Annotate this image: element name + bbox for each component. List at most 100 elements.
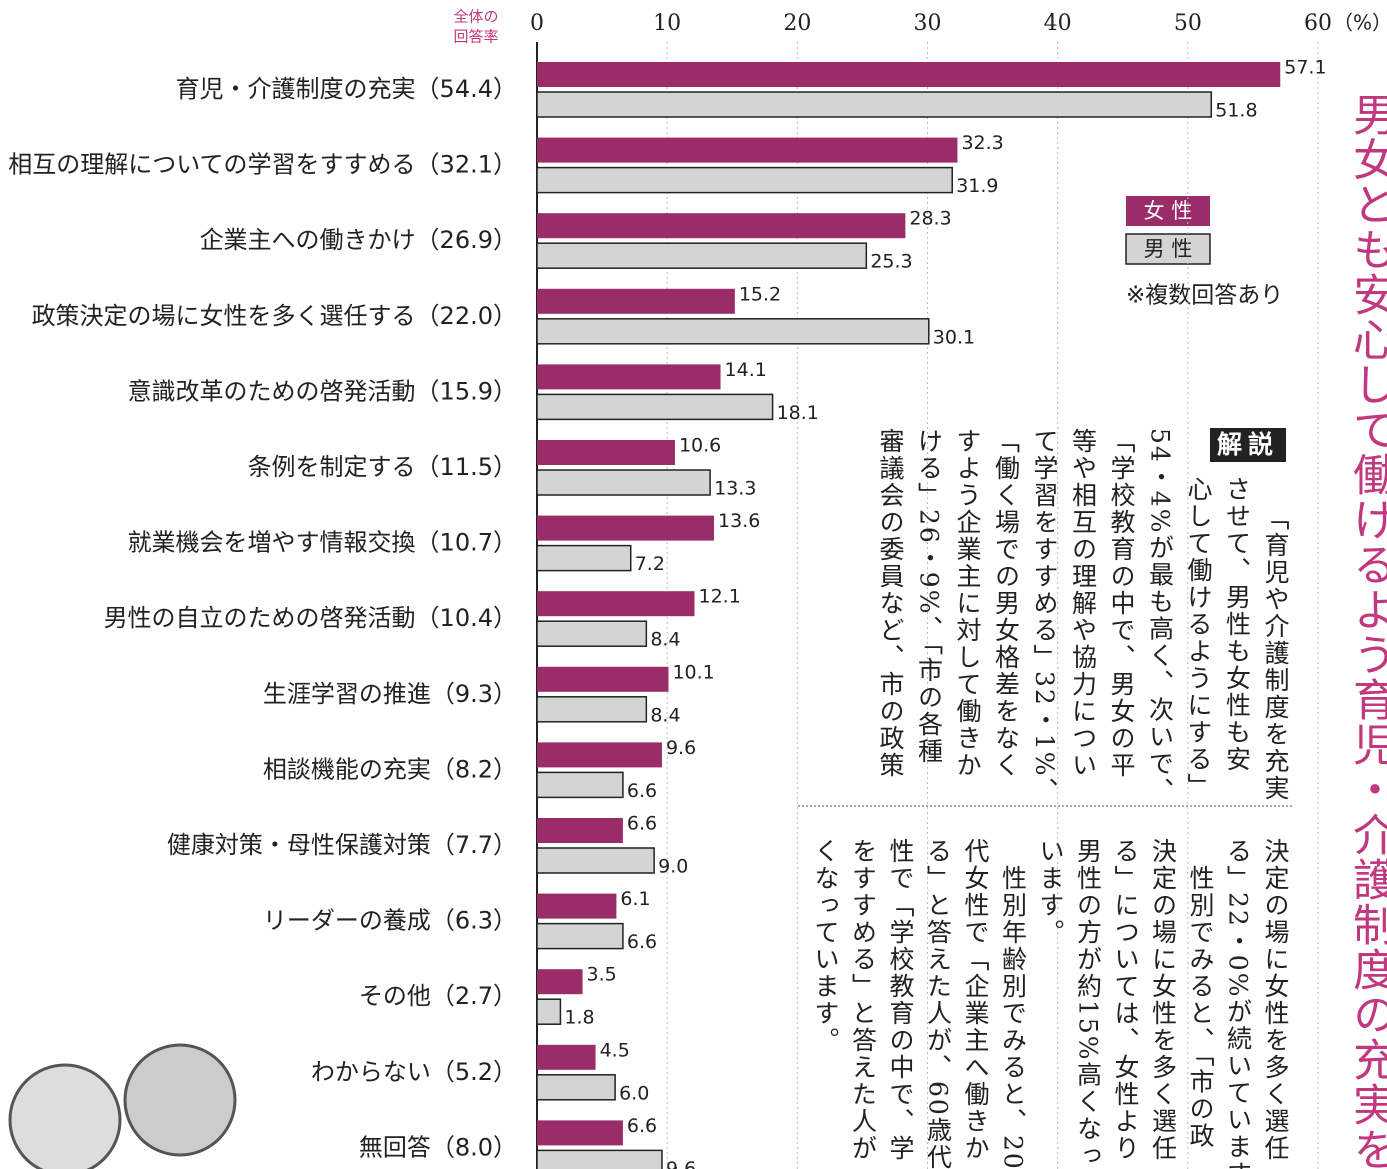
bar <box>537 62 1280 87</box>
bar <box>537 818 623 843</box>
bar <box>537 213 905 238</box>
value-label: 51.8 <box>1215 100 1257 122</box>
bar <box>537 772 623 797</box>
bar <box>537 924 623 949</box>
value-label: 12.1 <box>699 586 741 608</box>
value-label: 25.3 <box>870 251 912 273</box>
commentary-column: 等や相互の理解や協力につい <box>1064 428 1102 779</box>
category-label: リーダーの養成（6.3） <box>263 907 517 935</box>
category-label: 健康対策・母性保護対策（7.7） <box>167 831 517 859</box>
bar <box>537 289 735 314</box>
commentary-column: 「育児や介護制度を充実 <box>1256 505 1294 802</box>
value-label: 6.6 <box>627 1115 657 1137</box>
legend-label: 男 性 <box>1144 237 1193 261</box>
overall-header: 全体の <box>453 8 498 26</box>
commentary-column: させて、男性も女性も安 <box>1218 476 1256 773</box>
bar <box>537 591 695 616</box>
category-label: 育児・介護制度の充実（54.4） <box>176 75 517 103</box>
bar <box>537 697 646 722</box>
category-label: 条例を制定する（11.5） <box>248 453 517 481</box>
value-label: 6.0 <box>619 1082 649 1104</box>
value-label: 8.4 <box>650 704 680 726</box>
bar <box>537 1150 662 1169</box>
bar <box>537 243 866 268</box>
value-label: 3.5 <box>587 964 617 986</box>
divider <box>798 805 1292 807</box>
value-label: 9.0 <box>658 856 688 878</box>
category-label: 就業機会を増やす情報交換（10.7） <box>128 529 517 557</box>
value-label: 10.6 <box>679 435 721 457</box>
value-label: 9.6 <box>666 737 696 759</box>
value-label: 18.1 <box>777 402 819 424</box>
x-tick-label: 10 <box>653 11 681 36</box>
legend-label: 女 性 <box>1144 199 1193 223</box>
bar <box>537 1075 615 1100</box>
x-tick-label: 60 <box>1304 11 1332 36</box>
value-label: 13.6 <box>718 510 760 532</box>
unit-label: （%） <box>1333 11 1387 35</box>
bar <box>537 168 952 193</box>
category-label: 政策決定の場に女性を多く選任する（22.0） <box>32 302 517 330</box>
bar <box>537 848 654 873</box>
bar <box>537 440 675 465</box>
commentary-column: をすすめる」と答えた人が <box>844 838 882 1162</box>
commentary-column: います。 <box>1031 838 1069 946</box>
bar <box>537 138 957 163</box>
category-label: わからない（5.2） <box>311 1058 517 1086</box>
value-label: 6.1 <box>620 888 650 910</box>
category-label: 意識改革のための啓発活動（15.9） <box>128 377 517 405</box>
value-label: 8.4 <box>650 629 680 651</box>
commentary-column: 審議会の委員など、市の政策 <box>871 428 909 779</box>
bar <box>537 1120 623 1145</box>
bar <box>537 546 631 571</box>
commentary-heading: 解説 <box>1210 428 1286 462</box>
commentary-column: 「働く場での男女格差をなく <box>987 428 1025 779</box>
bar <box>537 470 710 495</box>
category-label: 男性の自立のための啓発活動（10.4） <box>104 604 517 632</box>
category-label: 相互の理解についての学習をすすめる（32.1） <box>8 151 517 179</box>
value-label: 57.1 <box>1284 57 1326 79</box>
value-label: 10.1 <box>672 661 714 683</box>
bar <box>537 667 668 692</box>
side-title: 男女とも安心して働けるよう育児・介護制度の充実を <box>1338 92 1387 1169</box>
commentary-column: 男性の方が約15%高くなっ <box>1069 838 1107 1169</box>
commentary-column: 性で「学校教育の中で、学 <box>881 838 919 1162</box>
bar <box>537 319 929 344</box>
commentary-column: 性別でみると、「市の政 <box>1181 838 1219 1150</box>
value-label: 4.5 <box>600 1039 630 1061</box>
value-label: 6.6 <box>627 931 657 953</box>
commentary-column: くなっています。 <box>806 838 844 1054</box>
value-label: 6.6 <box>627 813 657 835</box>
bar <box>537 1045 596 1070</box>
commentary-column: て学習をすすめる」32・1%、 <box>1025 428 1063 804</box>
commentary-column: 「学校教育の中で、男女の平 <box>1102 428 1140 779</box>
illustration <box>10 1045 235 1169</box>
value-label: 15.2 <box>739 283 781 305</box>
category-label: 相談機能の充実（8.2） <box>263 755 517 783</box>
value-label: 14.1 <box>725 359 767 381</box>
overall-header: 回答率 <box>453 28 498 46</box>
bar <box>537 621 646 646</box>
x-tick-label: 20 <box>783 11 811 36</box>
bar <box>537 969 583 994</box>
bar <box>537 894 616 919</box>
bar <box>537 92 1211 117</box>
category-label: 企業主への働きかけ（26.9） <box>200 226 517 254</box>
value-label: 6.6 <box>627 780 657 802</box>
commentary-column: る」については、女性より <box>1106 838 1144 1162</box>
x-tick-label: 30 <box>914 11 942 36</box>
bar <box>537 742 662 767</box>
bar <box>537 394 773 419</box>
commentary-column: る」22・0%が続いています。 <box>1219 838 1257 1169</box>
value-label: 28.3 <box>909 208 951 230</box>
bar <box>537 516 714 541</box>
value-label: 30.1 <box>933 326 975 348</box>
commentary-column: 代女性で「企業主へ働きか <box>956 838 994 1162</box>
commentary-column: ける」26・9%、「市の各種 <box>910 428 948 765</box>
value-label: 32.3 <box>961 132 1003 154</box>
category-label: その他（2.7） <box>359 982 517 1010</box>
x-tick-label: 40 <box>1044 11 1072 36</box>
value-label: 31.9 <box>956 175 998 197</box>
bar <box>537 999 560 1024</box>
value-label: 9.6 <box>666 1158 696 1169</box>
